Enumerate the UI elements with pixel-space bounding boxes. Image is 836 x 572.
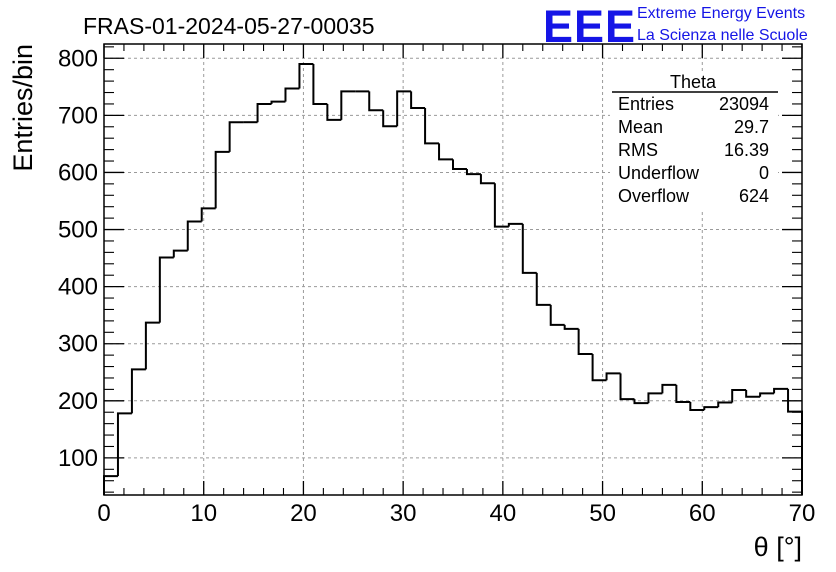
histogram-bin xyxy=(144,321,160,370)
histogram-bin xyxy=(340,90,356,120)
histogram-bin xyxy=(563,324,579,330)
histogram-bin xyxy=(214,150,230,209)
stats-title: Theta xyxy=(670,72,717,92)
histogram-bin xyxy=(424,107,440,145)
histogram-bin xyxy=(507,222,523,227)
histogram-bin xyxy=(619,373,635,401)
stats-row-value: 23094 xyxy=(719,94,769,114)
histogram-bin xyxy=(382,110,398,128)
y-tick-label: 100 xyxy=(58,445,98,472)
logo-line-1: Extreme Energy Events xyxy=(637,5,805,22)
stats-row-label: Underflow xyxy=(618,163,700,183)
x-tick-label: 50 xyxy=(589,500,616,527)
histogram-bin xyxy=(228,121,244,152)
histogram-bin xyxy=(731,388,747,403)
histogram-bin xyxy=(410,91,426,109)
y-tick-label: 200 xyxy=(58,388,98,415)
histogram-bin xyxy=(396,90,412,127)
histogram-bin xyxy=(591,353,607,382)
histogram-bin xyxy=(689,401,705,411)
histogram-bin xyxy=(186,220,202,251)
x-tick-label: 10 xyxy=(190,500,217,527)
histogram-bin xyxy=(452,159,467,171)
histogram-bin xyxy=(549,304,565,326)
x-tick-label: 40 xyxy=(490,500,517,527)
x-tick-label: 30 xyxy=(390,500,417,527)
chart-title: FRAS-01-2024-05-27-00035 xyxy=(83,13,375,39)
y-tick-label: 300 xyxy=(58,331,98,358)
stats-row-value: 0 xyxy=(759,163,769,183)
y-tick-label: 800 xyxy=(58,45,98,72)
stats-row-label: Mean xyxy=(618,117,663,137)
y-tick-label: 400 xyxy=(58,274,98,301)
histogram-bin xyxy=(661,383,677,394)
histogram-bin xyxy=(312,63,328,105)
x-axis-label: θ [°] xyxy=(754,532,802,562)
histogram-bin xyxy=(479,174,495,185)
x-tick-label: 0 xyxy=(97,500,110,527)
stats-box-background xyxy=(610,72,778,212)
histogram-bin xyxy=(759,392,775,397)
histogram-bin xyxy=(787,388,803,495)
histogram-bin xyxy=(675,384,691,403)
histogram-bin xyxy=(535,272,551,306)
histogram-bin xyxy=(633,399,649,405)
stats-row-label: RMS xyxy=(618,140,658,160)
y-tick-label: 700 xyxy=(58,102,98,129)
histogram-bars xyxy=(103,62,803,495)
histogram-bin xyxy=(438,143,453,161)
histogram-bin xyxy=(647,392,663,404)
histogram-bin xyxy=(521,223,537,274)
histogram-bin xyxy=(326,103,342,121)
histogram-bin xyxy=(605,372,621,381)
histogram-bin xyxy=(493,183,509,228)
stats-row-value: 29.7 xyxy=(734,117,769,137)
stats-row-value: 16.39 xyxy=(724,140,769,160)
histogram-bin xyxy=(773,387,789,394)
histogram-bin xyxy=(200,207,216,222)
eee-logo: EEE Extreme Energy Events La Scienza nel… xyxy=(543,1,808,52)
histogram-bin xyxy=(116,412,132,477)
stats-box: Theta Entries 23094 Mean 29.7 RMS 16.39 Underf… xyxy=(610,72,778,212)
histogram-bin xyxy=(130,368,146,414)
stats-row-value: 624 xyxy=(739,186,769,206)
x-tick-label: 20 xyxy=(290,500,317,527)
histogram-bin xyxy=(256,102,272,123)
grid-lines xyxy=(104,44,802,495)
histogram-bin xyxy=(270,100,286,104)
x-tick-label: 60 xyxy=(689,500,716,527)
histogram-bin xyxy=(284,87,300,102)
y-axis-label: Entries/bin xyxy=(8,44,38,172)
stats-row-label: Entries xyxy=(618,94,674,114)
histogram-bin xyxy=(158,256,174,323)
histogram-bin xyxy=(745,389,761,398)
histogram-bin xyxy=(703,406,719,410)
axis-ticks xyxy=(103,44,803,495)
stats-row-label: Overflow xyxy=(618,186,690,206)
histogram-bin xyxy=(465,169,481,176)
x-tick-label: 70 xyxy=(789,500,816,527)
histogram-bin xyxy=(298,62,314,89)
plot-frame xyxy=(103,43,803,496)
x-tick-labels: 0 10 20 30 40 50 60 70 xyxy=(97,500,815,527)
histogram-bin xyxy=(577,328,593,355)
y-tick-label: 500 xyxy=(58,217,98,244)
histogram-bin xyxy=(717,401,733,408)
logo-line-2: La Scienza nelle Scuole xyxy=(637,27,808,44)
y-tick-labels: 100 200 300 400 500 600 700 800 xyxy=(58,45,98,472)
y-tick-label: 600 xyxy=(58,159,98,186)
stats-rows: Entries 23094 Mean 29.7 RMS 16.39 Underflow 0 Ov… xyxy=(618,94,769,206)
histogram-bin xyxy=(368,91,384,112)
histogram-bin xyxy=(172,249,188,258)
